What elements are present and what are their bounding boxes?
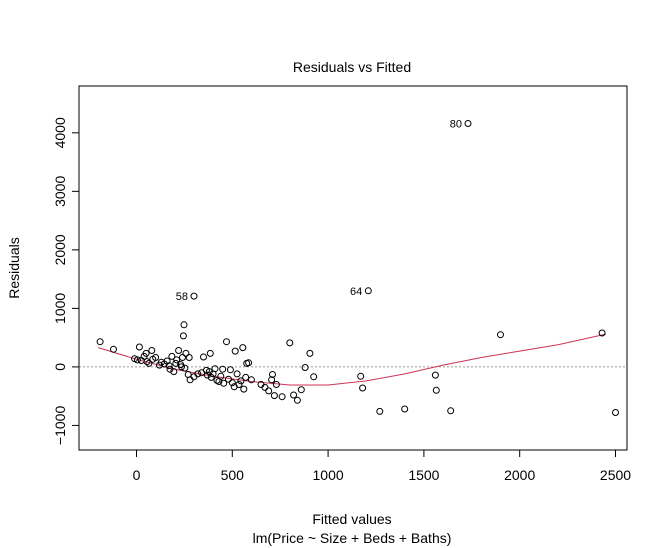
data-point xyxy=(265,387,273,395)
data-point xyxy=(143,358,151,366)
x-tick-label: 1000 xyxy=(313,467,344,483)
data-point xyxy=(290,391,298,399)
data-point xyxy=(179,354,186,361)
data-point xyxy=(278,393,286,401)
data-point xyxy=(268,376,276,384)
data-point xyxy=(194,370,202,378)
y-tick-label: 2000 xyxy=(52,234,68,265)
data-point xyxy=(168,352,176,360)
data-point xyxy=(364,287,372,295)
data-point xyxy=(297,386,305,394)
data-point xyxy=(207,373,215,381)
model-formula-subtitle: lm(Price ~ Size + Beds + Baths) xyxy=(253,530,452,546)
data-point xyxy=(272,381,280,388)
data-point xyxy=(219,365,227,373)
data-point xyxy=(180,321,188,329)
data-point xyxy=(226,366,234,374)
data-point xyxy=(261,383,269,391)
point-label-58: 58 xyxy=(176,291,188,303)
x-tick-label: 500 xyxy=(221,467,245,483)
data-point xyxy=(142,349,150,357)
data-point xyxy=(269,371,276,378)
data-point xyxy=(165,362,173,370)
x-tick-label: 0 xyxy=(133,467,141,483)
x-tick-label: 1500 xyxy=(408,467,439,483)
data-point xyxy=(464,120,472,127)
data-point xyxy=(228,379,236,387)
x-tick-label: 2000 xyxy=(504,467,535,483)
data-point xyxy=(135,343,143,351)
points-layer xyxy=(96,120,619,416)
data-point xyxy=(240,385,248,393)
data-point xyxy=(401,405,409,413)
y-axis-label: Residuals xyxy=(6,237,22,298)
x-tick-label: 2500 xyxy=(600,467,631,483)
chart-title: Residuals vs Fitted xyxy=(293,59,411,75)
data-point xyxy=(178,363,185,371)
data-point xyxy=(239,344,247,352)
data-point xyxy=(173,356,181,364)
data-point xyxy=(145,359,153,367)
data-point xyxy=(359,384,367,392)
data-point xyxy=(247,376,255,384)
data-point xyxy=(598,329,606,337)
data-point xyxy=(220,379,228,387)
data-point xyxy=(206,349,214,357)
data-point xyxy=(170,368,178,376)
data-point xyxy=(270,392,278,400)
data-point xyxy=(223,338,230,346)
data-point xyxy=(175,347,183,354)
y-tick-label: −1000 xyxy=(52,406,68,446)
data-point xyxy=(431,371,439,379)
point-labels-layer: 58 64 80 xyxy=(176,119,462,304)
data-point xyxy=(96,338,104,346)
data-point xyxy=(235,381,243,388)
data-point xyxy=(182,349,190,357)
smoother-line xyxy=(98,333,607,386)
data-point xyxy=(357,372,365,380)
y-tick-label: 1000 xyxy=(52,293,68,324)
y-axis: −1000 0 1000 2000 3000 4000 xyxy=(52,117,80,446)
smoother-layer xyxy=(98,333,607,386)
x-axis: 0 500 1000 1500 2000 2500 xyxy=(133,449,631,483)
data-point xyxy=(301,364,309,371)
data-point xyxy=(185,354,193,361)
data-point xyxy=(233,370,241,378)
data-point xyxy=(133,356,141,364)
data-point xyxy=(225,375,232,383)
data-point xyxy=(200,353,207,361)
point-label-64: 64 xyxy=(350,286,362,298)
data-point xyxy=(293,396,301,404)
data-point xyxy=(245,359,253,367)
data-point xyxy=(172,359,180,367)
data-point xyxy=(376,407,384,415)
data-point xyxy=(310,373,318,381)
data-point xyxy=(148,347,156,354)
y-tick-label: 4000 xyxy=(52,117,68,148)
data-point xyxy=(286,339,294,347)
data-point xyxy=(152,354,160,361)
data-point xyxy=(497,331,504,339)
data-point xyxy=(190,292,198,300)
data-point xyxy=(612,409,619,416)
y-tick-label: 3000 xyxy=(52,176,68,207)
data-point xyxy=(306,349,314,357)
y-tick-label: 0 xyxy=(52,363,68,371)
x-axis-label: Fitted values xyxy=(312,511,391,527)
data-point xyxy=(447,407,455,415)
data-point xyxy=(432,386,440,394)
data-point xyxy=(211,365,219,373)
data-point xyxy=(237,377,245,385)
data-point xyxy=(242,373,250,381)
data-point xyxy=(179,332,187,340)
data-point xyxy=(217,372,225,380)
data-point xyxy=(181,364,189,372)
point-label-80: 80 xyxy=(450,119,462,131)
plot-frame xyxy=(78,85,628,451)
data-point xyxy=(231,347,239,355)
data-point xyxy=(110,345,117,353)
data-point xyxy=(166,365,174,373)
data-point xyxy=(163,357,171,365)
